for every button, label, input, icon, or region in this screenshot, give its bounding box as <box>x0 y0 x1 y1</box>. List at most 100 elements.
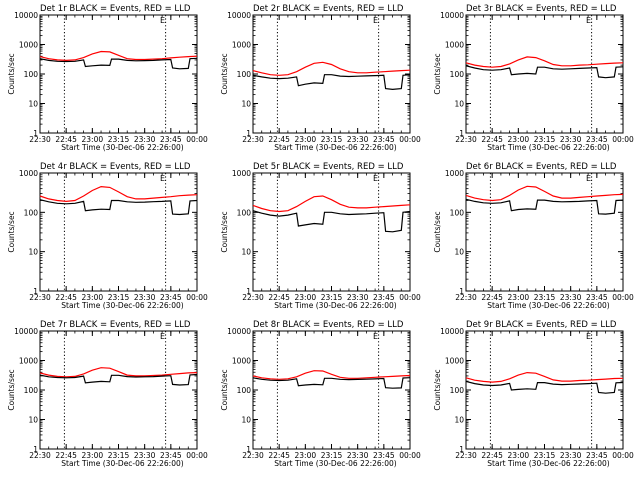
series-line-lld <box>252 195 411 213</box>
legend-marker: E <box>160 16 165 25</box>
x-tick-label: 23:30 <box>347 451 369 460</box>
x-tick-label: 23:15 <box>321 451 343 460</box>
y-tick-label: 1000 <box>19 41 38 50</box>
y-tick-label: 10 <box>454 248 464 257</box>
series-line-lld <box>465 371 624 383</box>
x-axis-label: Start Time (30-Dec-06 22:26:00) <box>487 459 609 468</box>
x-tick-label: 23:45 <box>586 451 608 460</box>
plot-frame <box>252 330 411 450</box>
x-tick-label: 23:00 <box>508 293 530 302</box>
y-tick-label: 10 <box>241 248 251 257</box>
x-tick-label: 23:00 <box>508 451 530 460</box>
y-tick-label: 10 <box>28 416 38 425</box>
x-tick-label: 23:00 <box>82 293 104 302</box>
x-tick-label: 22:30 <box>455 451 477 460</box>
x-tick-label: 23:30 <box>134 293 156 302</box>
x-tick-label: 22:45 <box>481 451 503 460</box>
x-tick-label: 23:45 <box>373 293 395 302</box>
x-axis-label: Start Time (30-Dec-06 22:26:00) <box>274 301 396 310</box>
y-axis-label: Counts/sec <box>7 369 16 410</box>
x-tick-label: 22:30 <box>29 135 51 144</box>
series-line-events <box>252 74 411 91</box>
y-tick-label: 100 <box>24 386 39 395</box>
x-tick-label: 23:15 <box>321 293 343 302</box>
detector-panel-8: Det 8r BLACK = Events, RED = LLD E 1 10 100 1… <box>220 320 421 468</box>
x-tick-label: 23:15 <box>108 451 130 460</box>
y-tick-label: 10000 <box>440 327 464 336</box>
y-tick-label: 100 <box>237 208 252 217</box>
y-tick-label: 1000 <box>19 169 38 178</box>
y-tick-label: 10000 <box>14 327 38 336</box>
x-tick-label: 00:00 <box>186 135 208 144</box>
y-tick-label: 10 <box>454 416 464 425</box>
x-tick-label: 23:45 <box>160 135 182 144</box>
panel-title: Det 3r BLACK = Events, RED = LLD <box>466 4 617 14</box>
panel-title: Det 1r BLACK = Events, RED = LLD <box>40 4 191 14</box>
series-line-events <box>252 377 411 389</box>
x-tick-label: 23:15 <box>108 293 130 302</box>
plot-frame <box>465 172 624 292</box>
y-tick-label: 100 <box>237 70 252 79</box>
x-tick-label: 00:00 <box>612 135 634 144</box>
y-tick-label: 1000 <box>445 357 464 366</box>
y-tick-label: 10000 <box>227 327 251 336</box>
detector-panel-6: Det 6r BLACK = Events, RED = LLD E 1 10 100 1… <box>433 162 634 310</box>
x-tick-label: 23:15 <box>534 293 556 302</box>
x-tick-label: 23:30 <box>560 293 582 302</box>
x-tick-label: 22:30 <box>29 293 51 302</box>
y-axis-label: Counts/sec <box>433 369 442 410</box>
series-line-lld <box>465 56 624 68</box>
y-tick-label: 10 <box>28 248 38 257</box>
y-axis-label: Counts/sec <box>220 53 229 94</box>
y-axis-label: Counts/sec <box>433 53 442 94</box>
x-axis-label: Start Time (30-Dec-06 22:26:00) <box>61 143 183 152</box>
panel-title: Det 6r BLACK = Events, RED = LLD <box>466 162 617 172</box>
y-tick-label: 10000 <box>440 11 464 20</box>
x-tick-label: 23:15 <box>534 135 556 144</box>
detector-panel-9: Det 9r BLACK = Events, RED = LLD E 1 10 100 1… <box>433 320 634 468</box>
x-tick-label: 22:30 <box>242 451 264 460</box>
plot-frame <box>465 330 624 450</box>
x-axis-label: Start Time (30-Dec-06 22:26:00) <box>487 301 609 310</box>
x-tick-label: 22:30 <box>29 451 51 460</box>
series-line-events <box>465 198 624 215</box>
series-line-events <box>39 373 198 386</box>
panel-title: Det 5r BLACK = Events, RED = LLD <box>253 162 404 172</box>
x-tick-label: 22:30 <box>242 135 264 144</box>
x-tick-label: 00:00 <box>186 293 208 302</box>
x-tick-label: 23:00 <box>82 451 104 460</box>
y-tick-label: 1 <box>33 129 38 138</box>
x-tick-label: 23:00 <box>295 451 317 460</box>
detector-panel-7: Det 7r BLACK = Events, RED = LLD E 1 10 100 1… <box>7 320 208 468</box>
y-tick-label: 1000 <box>232 169 251 178</box>
y-tick-label: 1 <box>33 287 38 296</box>
series-line-events <box>252 210 411 233</box>
series-line-lld <box>252 61 411 76</box>
x-tick-label: 23:00 <box>295 135 317 144</box>
x-tick-label: 23:45 <box>160 293 182 302</box>
x-axis-label: Start Time (30-Dec-06 22:26:00) <box>274 459 396 468</box>
x-tick-label: 23:45 <box>586 293 608 302</box>
x-tick-label: 23:45 <box>160 451 182 460</box>
x-tick-label: 23:30 <box>560 451 582 460</box>
x-tick-label: 22:30 <box>242 293 264 302</box>
legend-marker: E <box>160 174 165 183</box>
x-axis-label: Start Time (30-Dec-06 22:26:00) <box>487 143 609 152</box>
series-line-lld <box>465 185 624 202</box>
x-tick-label: 22:45 <box>481 135 503 144</box>
series-line-lld <box>39 185 198 203</box>
x-tick-label: 00:00 <box>399 451 421 460</box>
series-line-events <box>39 199 198 216</box>
x-tick-label: 23:15 <box>534 451 556 460</box>
y-axis-label: Counts/sec <box>220 369 229 410</box>
detector-panel-5: Det 5r BLACK = Events, RED = LLD E 1 10 100 1… <box>220 162 421 310</box>
x-tick-label: 22:45 <box>55 293 77 302</box>
series-line-events <box>39 57 198 70</box>
y-tick-label: 1 <box>246 445 251 454</box>
y-tick-label: 10 <box>241 100 251 109</box>
plot-frame <box>252 14 411 134</box>
panel-title: Det 7r BLACK = Events, RED = LLD <box>40 320 191 330</box>
series-line-lld <box>39 367 198 378</box>
x-tick-label: 23:30 <box>347 293 369 302</box>
x-tick-label: 22:45 <box>268 451 290 460</box>
